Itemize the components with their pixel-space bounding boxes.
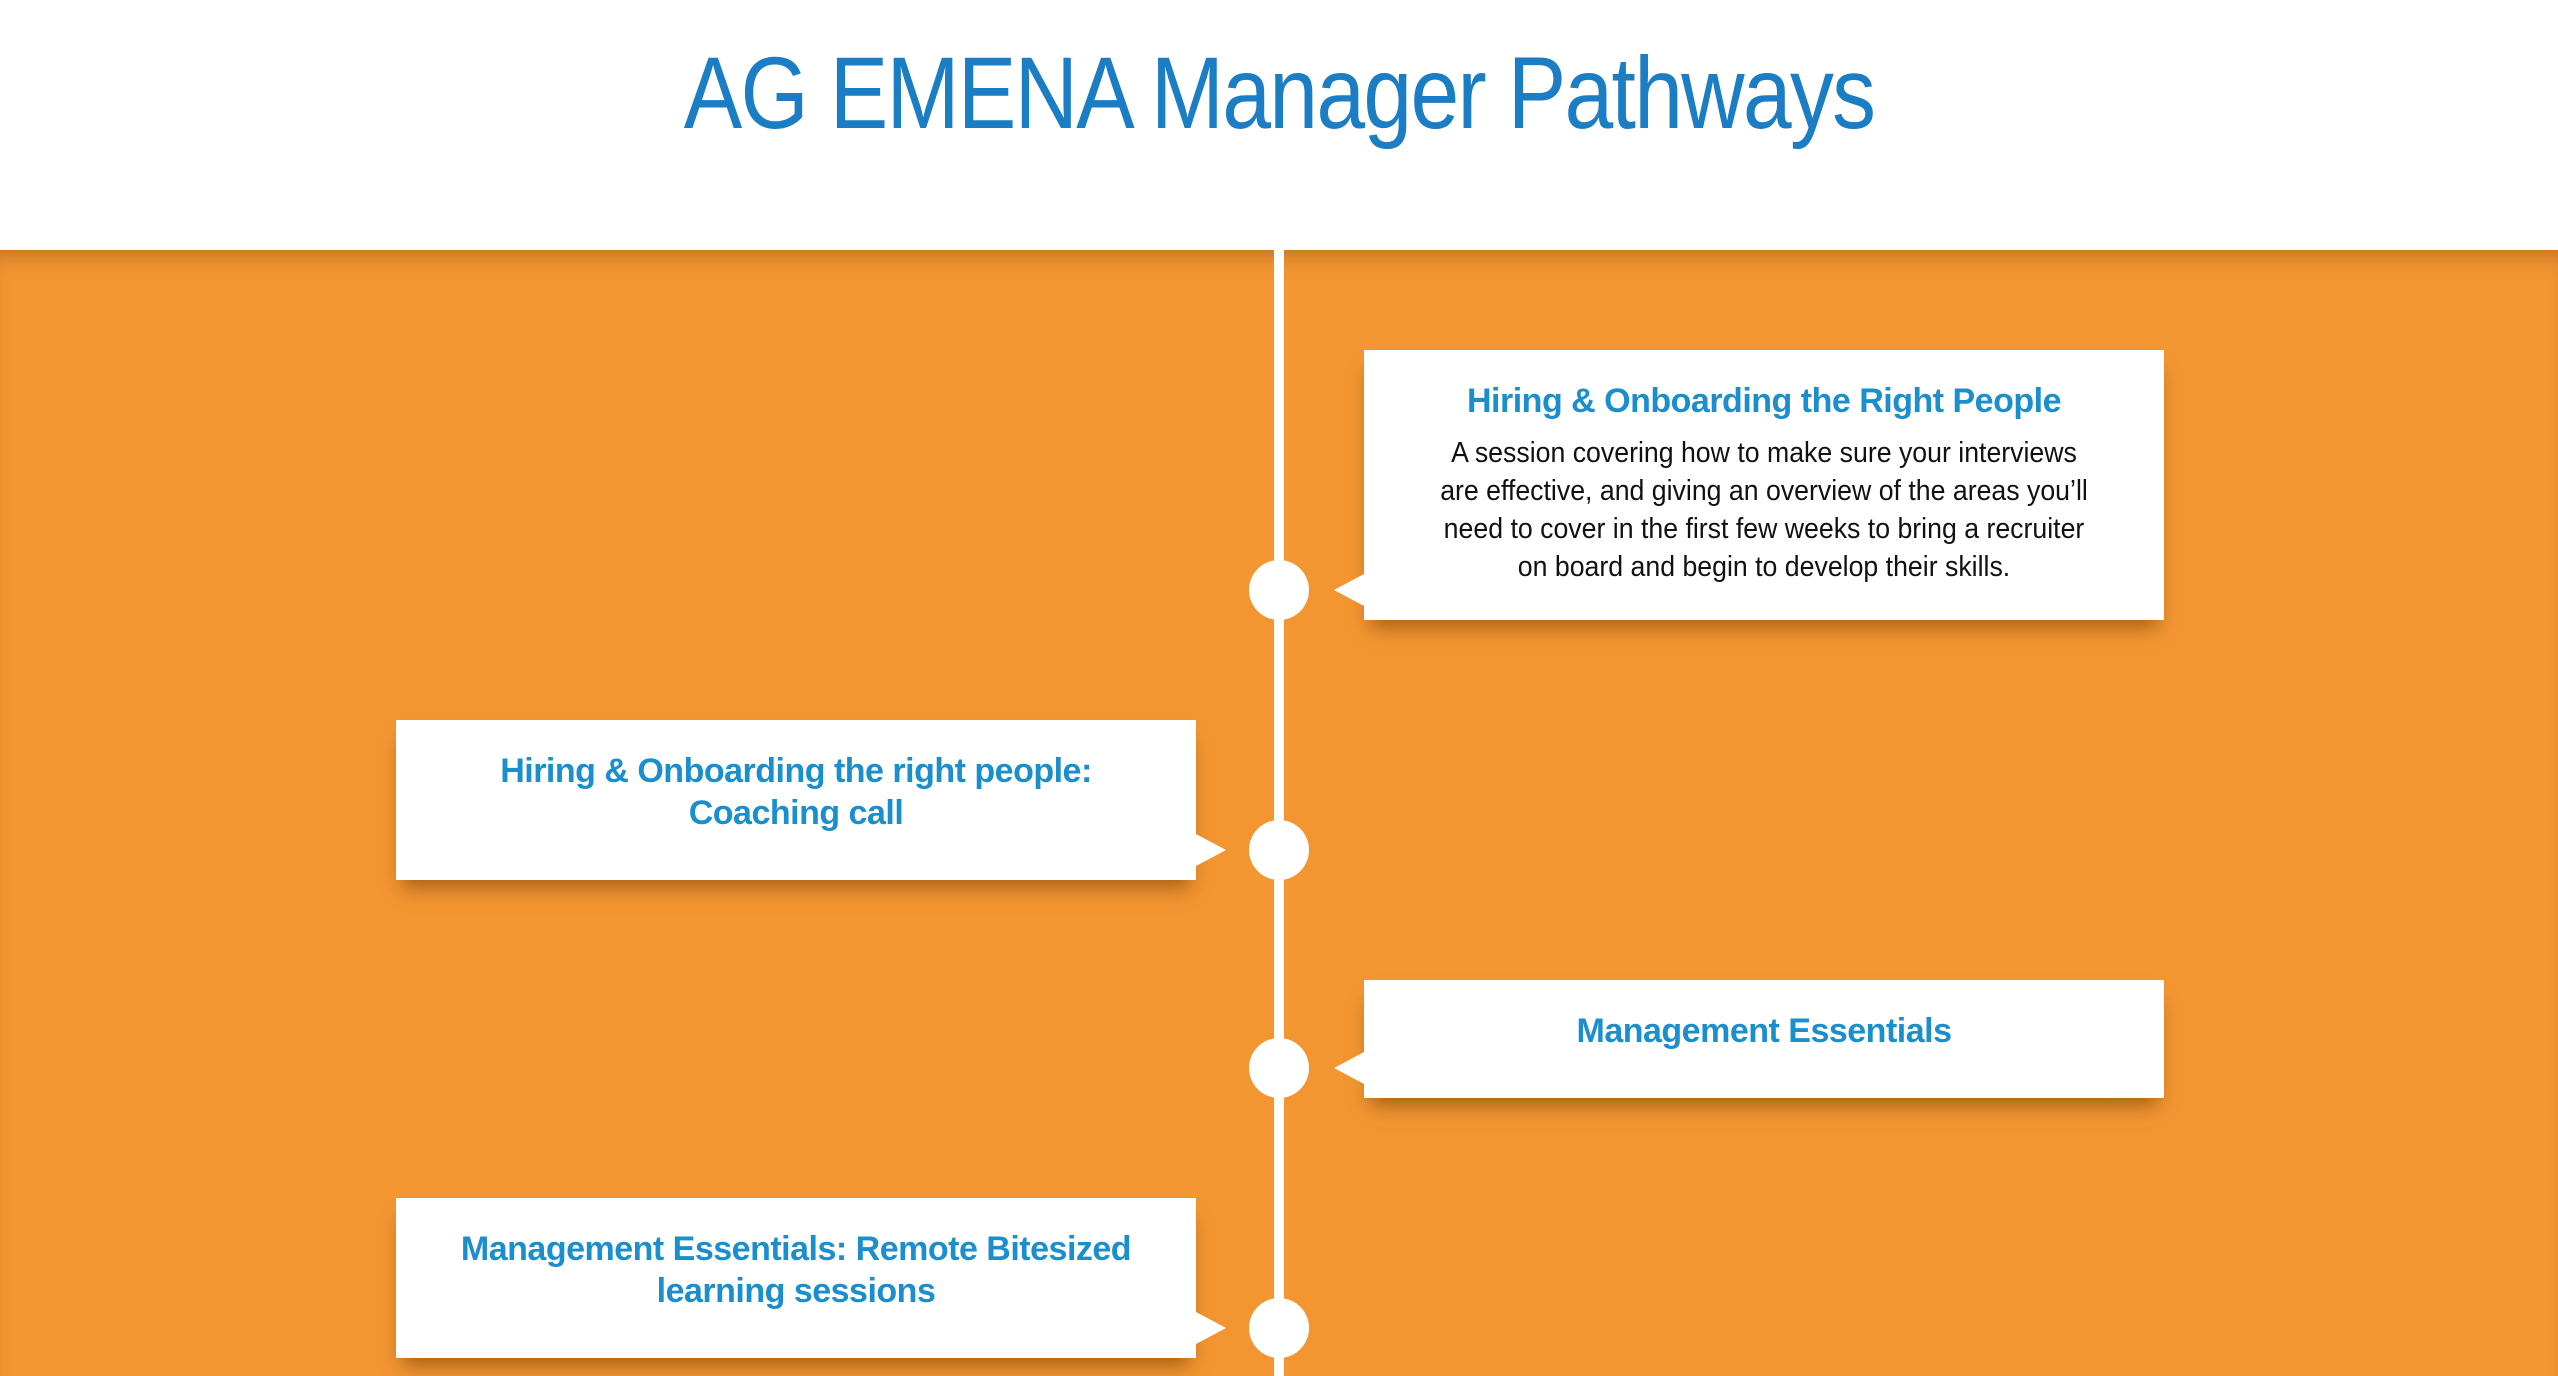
timeline-node[interactable] <box>1249 1038 1309 1098</box>
page-title: AG EMENA Manager Pathways <box>683 36 1876 150</box>
timeline-card-title: Management Essentials: Remote Bitesized … <box>460 1230 1132 1310</box>
timeline-node[interactable] <box>1249 560 1309 620</box>
timeline-card[interactable]: Hiring & Onboarding the right people: Co… <box>396 720 1196 880</box>
timeline-card-pointer <box>1196 834 1226 866</box>
timeline-card-pointer <box>1334 574 1364 606</box>
timeline-line <box>1274 250 1284 1376</box>
timeline-card-pointer <box>1196 1312 1226 1344</box>
timeline-section: Hiring & Onboarding the Right People A s… <box>0 250 2558 1376</box>
timeline-card[interactable]: Management Essentials <box>1364 980 2164 1098</box>
timeline-card-title: Hiring & Onboarding the Right People <box>1467 382 2061 420</box>
timeline-node[interactable] <box>1249 820 1309 880</box>
timeline-card[interactable]: Hiring & Onboarding the Right People A s… <box>1364 350 2164 620</box>
timeline-card-pointer <box>1334 1052 1364 1084</box>
page-header: AG EMENA Manager Pathways <box>0 0 2558 250</box>
timeline-node[interactable] <box>1249 1298 1309 1358</box>
timeline-card-title: Management Essentials <box>1576 1012 1952 1050</box>
timeline-card-description: A session covering how to make sure your… <box>1440 437 2088 583</box>
timeline-card[interactable]: Management Essentials: Remote Bitesized … <box>396 1198 1196 1358</box>
timeline-card-title: Hiring & Onboarding the right people: Co… <box>500 752 1092 832</box>
